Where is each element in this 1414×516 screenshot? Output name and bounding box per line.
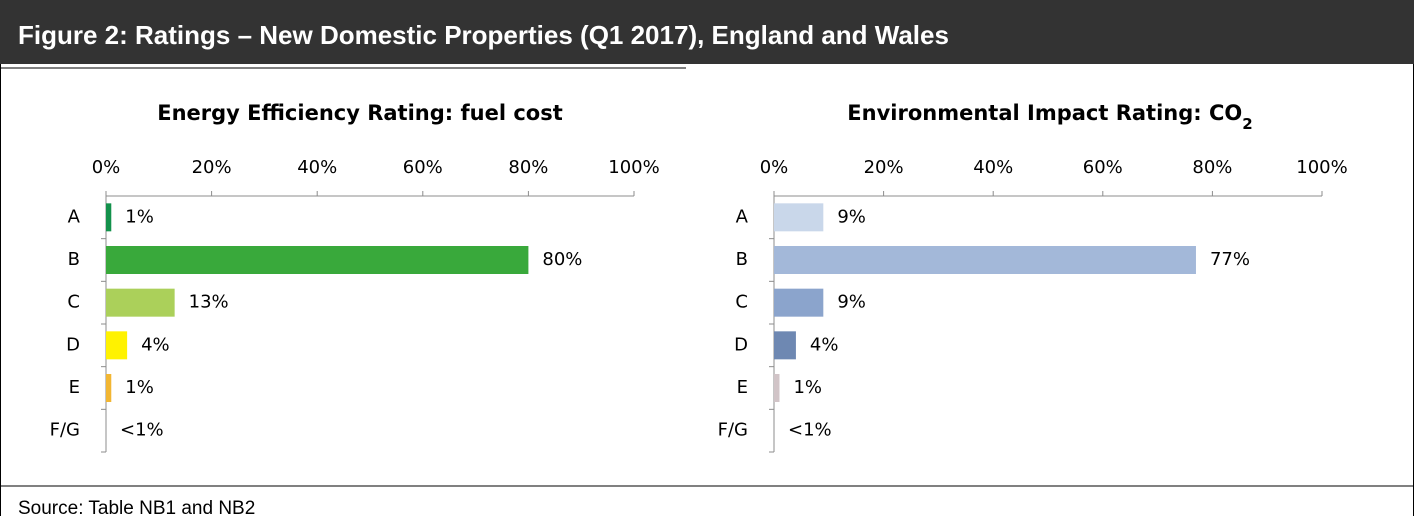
x-tick-label: 60% [403, 157, 443, 178]
y-tick-label: D [66, 334, 80, 355]
x-tick-label: 100% [1296, 157, 1347, 178]
x-tick-label: 0% [92, 157, 121, 178]
y-tick-label: D [734, 334, 748, 355]
bar [774, 331, 796, 360]
x-tick-label: 80% [1192, 157, 1232, 178]
value-label: 13% [189, 292, 229, 313]
value-label: 9% [837, 292, 866, 313]
x-tick-label: 20% [192, 157, 232, 178]
chart-title-text: Energy Efficiency Rating: fuel cost [157, 101, 563, 125]
bar [106, 331, 128, 360]
value-label: 9% [837, 206, 866, 227]
bar [774, 288, 824, 317]
x-tick-label: 60% [1083, 157, 1123, 178]
bar [106, 203, 112, 232]
value-label: 4% [141, 334, 170, 355]
bar [106, 246, 529, 274]
bar [774, 203, 824, 232]
y-tick-label: B [736, 249, 748, 270]
chart-title: Environmental Impact Rating: CO2 [847, 101, 1252, 133]
y-tick-label: E [69, 377, 80, 398]
value-label: 4% [810, 334, 839, 355]
value-label: 1% [125, 377, 154, 398]
bar [774, 246, 1196, 274]
y-tick-label: F/G [50, 420, 80, 441]
chart-title: Energy Efficiency Rating: fuel cost [157, 101, 563, 125]
y-tick-label: E [737, 377, 748, 398]
value-label: 80% [542, 249, 582, 270]
x-tick-label: 0% [760, 157, 789, 178]
value-label: <1% [120, 420, 164, 441]
y-tick-label: A [68, 206, 81, 227]
x-tick-label: 40% [973, 157, 1013, 178]
source: Source: Table NB1 and NB2 [18, 498, 255, 516]
value-label: 1% [793, 377, 822, 398]
x-tick-label: 100% [608, 157, 659, 178]
value-label: <1% [788, 420, 832, 441]
header-bar [0, 0, 1414, 64]
bar [774, 374, 780, 402]
y-tick-label: B [68, 249, 80, 270]
y-tick-label: F/G [718, 420, 748, 441]
value-label: 77% [1210, 249, 1250, 270]
header-title: Figure 2: Ratings – New Domestic Propert… [18, 20, 949, 50]
bar [106, 288, 175, 317]
x-tick-label: 40% [297, 157, 337, 178]
y-tick-label: C [735, 292, 748, 313]
chart-title-text: Environmental Impact Rating: CO [847, 101, 1242, 125]
bar [106, 374, 112, 402]
x-tick-label: 20% [864, 157, 904, 178]
y-tick-label: C [67, 292, 80, 313]
x-tick-label: 80% [508, 157, 548, 178]
chart-title-subscript: 2 [1242, 115, 1252, 133]
y-tick-label: A [736, 206, 749, 227]
value-label: 1% [125, 206, 154, 227]
